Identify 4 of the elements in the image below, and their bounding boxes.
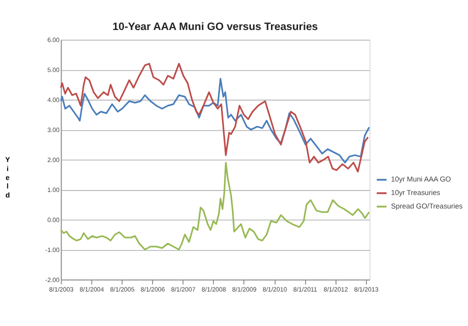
line-series [60,78,370,164]
line-series [60,162,370,250]
line-series [60,62,369,172]
chart-title: 10-Year AAA Muni GO versus Treasuries [112,20,318,33]
